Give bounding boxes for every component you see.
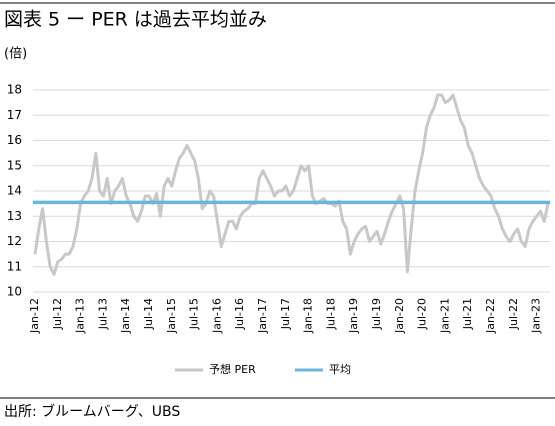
x-tick-label: Jan-22	[484, 298, 497, 334]
y-tick-label: 14	[7, 184, 22, 198]
x-tick-label: Jan-20	[393, 298, 406, 334]
x-tick-label: Jan-19	[347, 298, 360, 334]
x-tick-label: Jul-16	[233, 298, 246, 330]
x-tick-label: Jan-14	[119, 298, 132, 334]
y-tick-label: 17	[7, 108, 22, 122]
chart-title: 図表 5 ー PER は過去平均並み	[4, 9, 267, 31]
y-tick-label: 13	[7, 209, 22, 223]
y-tick-label: 10	[7, 285, 22, 299]
x-tick-label: Jul-18	[324, 298, 337, 330]
legend-label: 平均	[329, 363, 351, 376]
x-tick-label: Jan-17	[256, 298, 269, 334]
x-tick-label: Jan-18	[302, 298, 315, 334]
x-tick-label: Jan-16	[210, 298, 223, 334]
x-tick-label: Jul-17	[279, 298, 292, 330]
y-axis-label: (倍)	[4, 47, 27, 62]
y-tick-label: 16	[7, 133, 22, 147]
x-tick-label: Jul-22	[507, 298, 520, 330]
legend-label: 予想 PER	[209, 362, 256, 376]
y-tick-label: 18	[7, 83, 22, 97]
y-tick-label: 11	[7, 259, 22, 273]
data-line	[33, 93, 550, 276]
x-tick-label: Jul-12	[51, 298, 64, 330]
x-tick-label: Jul-15	[188, 298, 201, 330]
x-tick-label: Jan-15	[165, 298, 178, 334]
source-note: 出所: ブルームバーグ、UBS	[4, 403, 180, 420]
x-tick-label: Jul-20	[416, 298, 429, 330]
x-tick-label: Jan-13	[74, 298, 87, 334]
x-tick-label: Jan-12	[28, 298, 41, 334]
x-tick-label: Jul-13	[96, 298, 109, 330]
x-tick-label: Jan-23	[530, 298, 543, 334]
x-tick-label: Jan-21	[438, 298, 451, 334]
y-tick-label: 15	[7, 158, 22, 172]
x-tick-label: Jul-21	[461, 298, 474, 330]
y-tick-label: 12	[7, 234, 22, 248]
x-tick-label: Jul-14	[142, 298, 155, 330]
x-tick-label: Jul-19	[370, 298, 383, 330]
